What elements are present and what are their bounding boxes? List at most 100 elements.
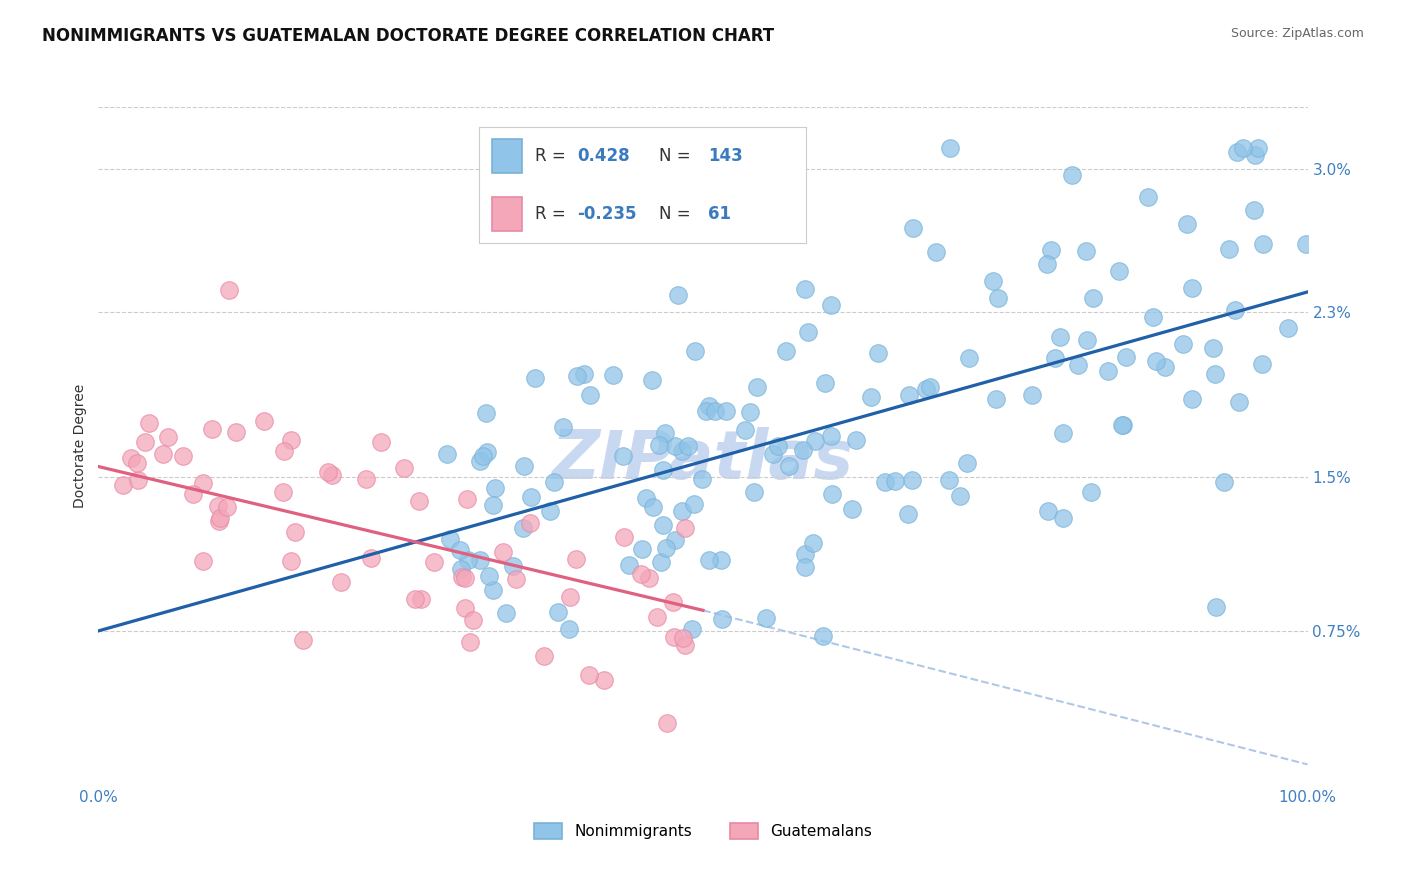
Point (1227, 395, 1250, 409)
Point (408, 494, 430, 508)
Point (602, 368, 624, 383)
Point (648, 437, 671, 451)
Point (482, 498, 505, 512)
Point (1067, 358, 1090, 372)
Point (579, 387, 602, 401)
Point (1043, 351, 1066, 365)
Point (475, 406, 498, 420)
Point (356, 472, 378, 486)
Point (1232, 141, 1254, 155)
Point (411, 591, 433, 606)
Point (636, 491, 658, 506)
Point (939, 141, 962, 155)
Point (710, 612, 733, 626)
Text: NONIMMIGRANTS VS GUATEMALAN DOCTORATE DEGREE CORRELATION CHART: NONIMMIGRANTS VS GUATEMALAN DOCTORATE DE… (42, 27, 775, 45)
Point (1060, 168, 1083, 182)
Point (651, 517, 673, 532)
Point (612, 449, 634, 463)
Point (697, 399, 720, 413)
Point (650, 555, 672, 569)
Point (475, 445, 498, 459)
Point (681, 622, 703, 636)
Point (901, 473, 924, 487)
Point (956, 456, 979, 470)
Point (987, 291, 1010, 305)
Point (436, 447, 458, 461)
Point (461, 613, 484, 627)
Point (662, 630, 685, 644)
Point (682, 498, 704, 512)
Point (1295, 237, 1317, 252)
Point (592, 673, 614, 687)
Point (742, 484, 765, 499)
Point (111, 478, 134, 492)
Point (1036, 504, 1059, 518)
Point (439, 532, 461, 546)
Point (1144, 354, 1167, 368)
Point (495, 606, 517, 620)
Point (845, 433, 868, 447)
Text: Source: ZipAtlas.com: Source: ZipAtlas.com (1230, 27, 1364, 40)
Point (404, 591, 426, 606)
Point (652, 462, 675, 476)
Point (901, 221, 924, 235)
Point (454, 601, 477, 615)
Point (811, 629, 834, 643)
Point (564, 552, 586, 566)
Point (454, 571, 477, 585)
Point (666, 288, 689, 302)
Point (225, 425, 247, 439)
Point (1251, 237, 1274, 252)
Point (619, 558, 641, 572)
Point (918, 380, 941, 394)
Point (801, 536, 824, 550)
Point (152, 447, 174, 461)
Point (253, 414, 276, 428)
Point (450, 570, 472, 584)
Point (655, 541, 678, 555)
Point (1225, 303, 1247, 318)
Point (1115, 351, 1137, 365)
Point (745, 380, 768, 394)
Point (513, 458, 536, 473)
Point (191, 554, 214, 568)
Point (690, 472, 713, 486)
Point (207, 499, 229, 513)
Point (697, 553, 720, 567)
Point (392, 460, 415, 475)
Point (1247, 141, 1270, 155)
Point (572, 367, 595, 381)
Point (470, 454, 492, 468)
Point (821, 487, 844, 501)
Point (1081, 291, 1104, 305)
Point (710, 552, 733, 566)
Point (558, 590, 581, 604)
Point (673, 520, 696, 534)
Point (1226, 145, 1249, 160)
Point (208, 511, 231, 525)
Point (897, 388, 920, 402)
Point (1250, 357, 1272, 371)
Point (1213, 475, 1236, 489)
Point (215, 500, 238, 515)
Point (1204, 367, 1226, 381)
Point (120, 451, 142, 466)
Point (1218, 242, 1240, 256)
Point (1136, 190, 1159, 204)
Point (704, 404, 727, 418)
Point (547, 605, 569, 619)
Point (284, 525, 307, 540)
Point (1181, 392, 1204, 406)
Point (1076, 334, 1098, 348)
Point (664, 533, 686, 548)
Point (794, 282, 817, 296)
Point (841, 501, 863, 516)
Point (778, 458, 800, 473)
Point (695, 403, 717, 417)
Point (533, 648, 555, 663)
Point (492, 545, 515, 559)
Point (280, 554, 302, 568)
Point (1201, 341, 1223, 355)
Point (762, 447, 785, 461)
Point (630, 542, 652, 557)
